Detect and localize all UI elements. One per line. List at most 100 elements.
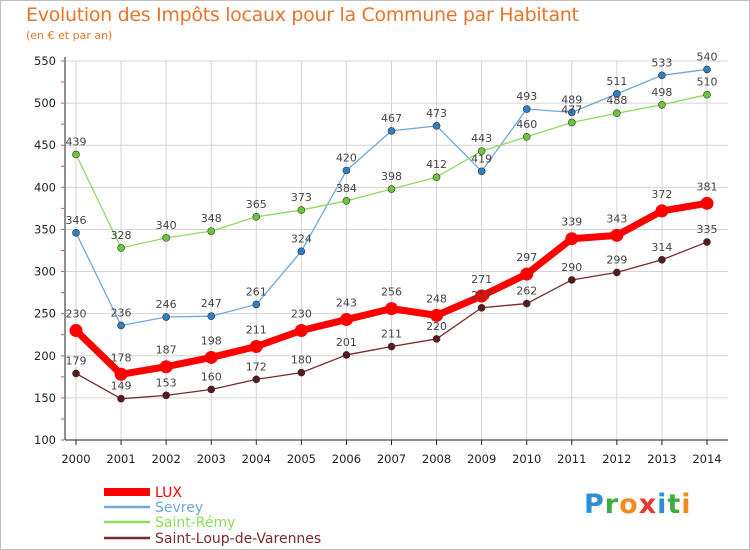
y-tick-label: 300 xyxy=(34,265,56,279)
point-lux xyxy=(565,232,579,246)
point-sevrey xyxy=(387,127,396,135)
point-saint-loup-de-varennes xyxy=(522,299,531,308)
data-label-sevrey: 247 xyxy=(201,297,222,310)
point-saint-loup-de-varennes xyxy=(613,268,621,277)
point-sevrey xyxy=(477,167,486,176)
data-label-layer: 230 178 187 198 211 230 243 256 248 271 297 339 343 3… xyxy=(66,50,718,392)
logo-letter: t xyxy=(667,489,682,520)
data-label-sevrey: 261 xyxy=(246,285,267,298)
y-tick-label: 400 xyxy=(34,180,56,194)
data-label-saint-loup-de-varennes: 299 xyxy=(606,253,627,266)
data-label-lux: 243 xyxy=(336,297,357,310)
point-sevrey xyxy=(432,122,441,130)
logo-letter: i xyxy=(681,489,692,520)
data-label-lux: 297 xyxy=(516,251,537,264)
point-lux xyxy=(159,360,173,374)
y-tick-label: 500 xyxy=(34,96,56,110)
point-saint-loup-de-varennes xyxy=(387,342,396,351)
data-label-sevrey: 420 xyxy=(336,151,357,164)
data-label-saint-loup-de-varennes: 262 xyxy=(516,285,537,298)
data-label-saint-r-my: 365 xyxy=(246,198,267,211)
x-tick-label: 2010 xyxy=(512,452,541,466)
data-label-sevrey: 419 xyxy=(471,152,492,165)
data-label-sevrey: 533 xyxy=(651,56,672,69)
data-label-lux: 178 xyxy=(111,351,132,364)
series-layer xyxy=(69,65,714,403)
data-label-lux: 339 xyxy=(561,216,582,229)
chart-subtitle: (en € et par an) xyxy=(26,29,113,42)
data-label-saint-r-my: 373 xyxy=(291,191,312,204)
point-saint-r-my xyxy=(252,213,261,221)
x-tick-label: 2001 xyxy=(106,452,135,466)
point-lux xyxy=(294,324,308,338)
logo-letter: i xyxy=(657,489,668,520)
data-label-lux: 343 xyxy=(606,212,627,225)
data-label-saint-loup-de-varennes: 314 xyxy=(651,241,672,254)
point-saint-r-my xyxy=(72,150,80,159)
point-sevrey xyxy=(207,312,216,320)
point-saint-loup-de-varennes xyxy=(162,391,170,400)
point-saint-r-my xyxy=(342,197,351,205)
point-saint-r-my xyxy=(162,234,170,242)
data-label-saint-loup-de-varennes: 180 xyxy=(291,354,312,367)
chart-title: Evolution des Impôts locaux pour la Comm… xyxy=(26,4,579,26)
x-tick-label: 2014 xyxy=(692,452,721,466)
data-label-sevrey: 246 xyxy=(156,298,177,311)
point-lux xyxy=(700,196,714,210)
point-lux xyxy=(430,308,444,322)
data-label-saint-r-my: 412 xyxy=(426,158,447,171)
data-label-saint-loup-de-varennes: 201 xyxy=(336,336,357,349)
x-tick-label: 2006 xyxy=(332,452,361,466)
point-saint-loup-de-varennes xyxy=(252,375,261,384)
point-saint-r-my xyxy=(477,147,486,155)
data-label-saint-r-my: 384 xyxy=(336,182,357,195)
data-label-saint-loup-de-varennes: 179 xyxy=(66,354,87,367)
x-tick-label: 2000 xyxy=(61,452,90,466)
point-saint-loup-de-varennes xyxy=(207,385,216,394)
x-tick-label: 2007 xyxy=(377,452,406,466)
point-saint-r-my xyxy=(522,133,531,141)
point-saint-r-my xyxy=(432,173,441,182)
x-tick-label: 2008 xyxy=(422,452,451,466)
point-saint-loup-de-varennes xyxy=(658,255,666,264)
data-label-saint-r-my: 488 xyxy=(606,94,627,107)
point-sevrey xyxy=(703,65,711,74)
data-label-saint-r-my: 340 xyxy=(156,219,177,232)
axis-layer: 100 150 200 250 300 350 400 450 500 550 2000 2001 20… xyxy=(34,54,728,466)
point-lux xyxy=(520,267,534,281)
proxiti-logo: Proxiti xyxy=(584,489,692,520)
data-label-saint-loup-de-varennes: 172 xyxy=(246,360,267,373)
point-saint-loup-de-varennes xyxy=(117,394,125,403)
point-saint-r-my xyxy=(567,118,576,127)
x-tick-label: 2004 xyxy=(242,452,271,466)
y-tick-label: 150 xyxy=(34,391,56,405)
point-saint-r-my xyxy=(297,206,306,214)
data-label-saint-loup-de-varennes: 335 xyxy=(697,223,718,236)
point-saint-loup-de-varennes xyxy=(567,276,576,284)
data-label-sevrey: 473 xyxy=(426,107,447,120)
point-saint-r-my xyxy=(658,100,666,109)
y-tick-label: 200 xyxy=(34,349,56,363)
point-saint-r-my xyxy=(703,90,711,99)
data-label-sevrey: 493 xyxy=(516,90,537,103)
point-saint-loup-de-varennes xyxy=(72,369,80,378)
point-lux xyxy=(610,228,624,242)
point-saint-r-my xyxy=(207,227,216,235)
data-label-lux: 271 xyxy=(471,273,492,286)
point-saint-loup-de-varennes xyxy=(342,351,351,359)
x-tick-label: 2005 xyxy=(287,452,316,466)
point-sevrey xyxy=(342,166,351,175)
point-sevrey xyxy=(252,300,261,309)
data-label-sevrey: 324 xyxy=(291,232,312,245)
point-sevrey xyxy=(567,108,576,117)
data-label-lux: 230 xyxy=(291,308,312,321)
point-sevrey xyxy=(162,313,170,321)
point-sevrey xyxy=(297,247,306,256)
point-lux xyxy=(475,289,489,303)
x-tick-label: 2011 xyxy=(557,452,586,466)
data-label-lux: 230 xyxy=(66,308,87,321)
x-tick-label: 2002 xyxy=(152,452,181,466)
data-label-lux: 372 xyxy=(651,188,672,201)
data-label-lux: 381 xyxy=(697,180,718,193)
